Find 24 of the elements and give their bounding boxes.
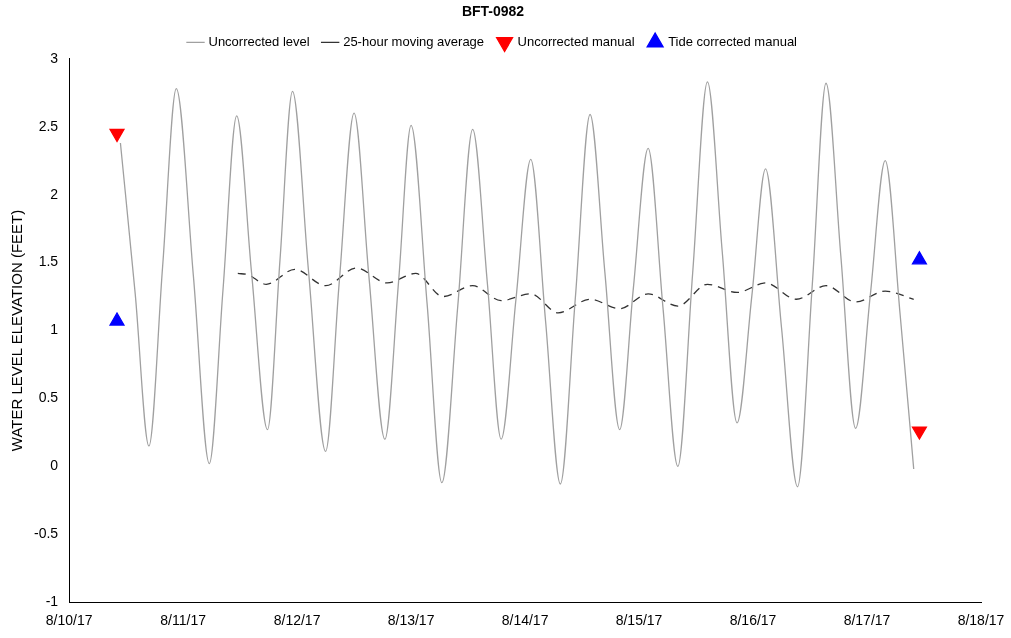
y-axis-title: WATER LEVEL ELEVATION (FEET) [8,209,26,452]
x-tick-label: 8/17/17 [843,612,891,629]
y-tick-label: 0 [50,457,59,474]
y-tick-label: 1 [50,321,59,338]
legend-label: Uncorrected level [208,33,310,49]
x-tick-label: 8/11/17 [160,612,207,629]
y-tick-label: 2 [50,185,59,202]
y-tick-label: 2.5 [38,117,59,134]
legend-label: 25-hour moving average [343,33,485,49]
x-tick-label: 8/13/17 [387,612,435,629]
y-tick-label: 0.5 [38,389,59,406]
x-tick-label: 8/16/17 [729,612,777,629]
y-tick-label: 1.5 [38,253,59,270]
y-tick-label: -1 [45,593,59,610]
x-tick-label: 8/12/17 [273,612,321,629]
x-tick-label: 8/18/17 [957,612,1005,629]
legend-label: Uncorrected manual [517,33,635,49]
y-tick-label: 3 [50,49,59,66]
legend-label: Tide corrected manual [668,33,798,49]
y-tick-label: -0.5 [34,525,59,542]
x-tick-label: 8/15/17 [615,612,663,629]
x-tick-label: 8/14/17 [501,612,549,629]
legend-title: BFT-0982 [461,2,525,19]
x-tick-label: 8/10/17 [45,612,93,629]
